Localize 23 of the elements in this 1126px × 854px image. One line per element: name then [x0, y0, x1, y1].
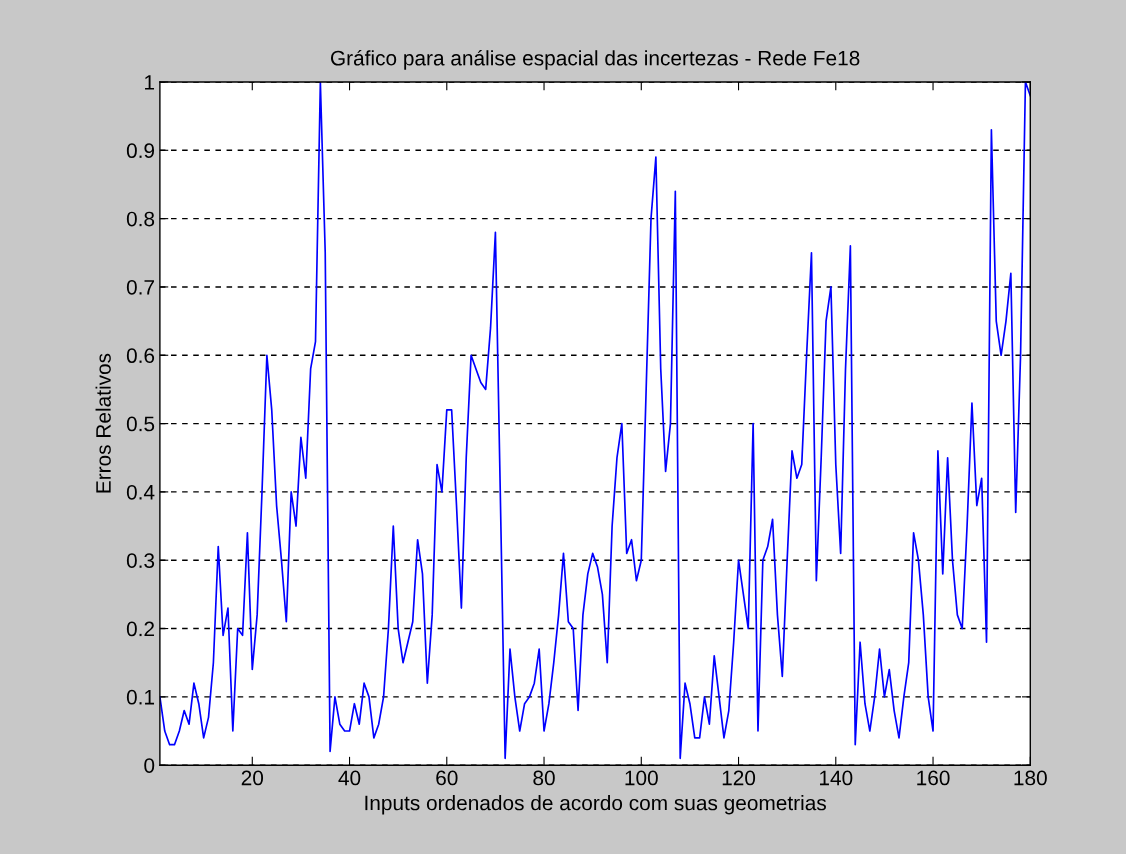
y-tick-label: 0.4 — [126, 484, 155, 500]
y-tick-label: 0.3 — [126, 553, 155, 568]
y-tick-label: 1 — [145, 75, 155, 90]
x-tick-label: 20 — [241, 770, 264, 786]
y-tick-label: 0.7 — [126, 279, 154, 295]
y-tick-label: 0.5 — [126, 416, 155, 432]
y-tick-label: 0.9 — [126, 143, 155, 159]
x-tick-label: 80 — [533, 770, 555, 786]
x-axis-title: Inputs ordenados de acordo com suas geometrias — [365, 795, 826, 815]
x-tick-label: 60 — [436, 770, 458, 786]
chart-title: Gráfico para análise espacial das incertezas - Rede Fe18 — [330, 49, 860, 70]
x-tick-label: 160 — [917, 770, 950, 786]
y-tick-label: 0.2 — [126, 621, 154, 637]
y-tick-label: 0.8 — [126, 211, 155, 227]
y-tick-label: 0.1 — [126, 689, 155, 705]
y-tick-label: 0.6 — [126, 348, 155, 364]
x-tick-label: 120 — [722, 770, 756, 786]
x-tick-label: 40 — [338, 770, 361, 786]
y-tick-label: 0 — [144, 758, 155, 773]
x-tick-label: 140 — [820, 770, 853, 786]
y-axis-title: Erros Relativos — [95, 353, 111, 493]
x-tick-label: 100 — [625, 770, 658, 786]
x-tick-label: 180 — [1014, 770, 1047, 786]
